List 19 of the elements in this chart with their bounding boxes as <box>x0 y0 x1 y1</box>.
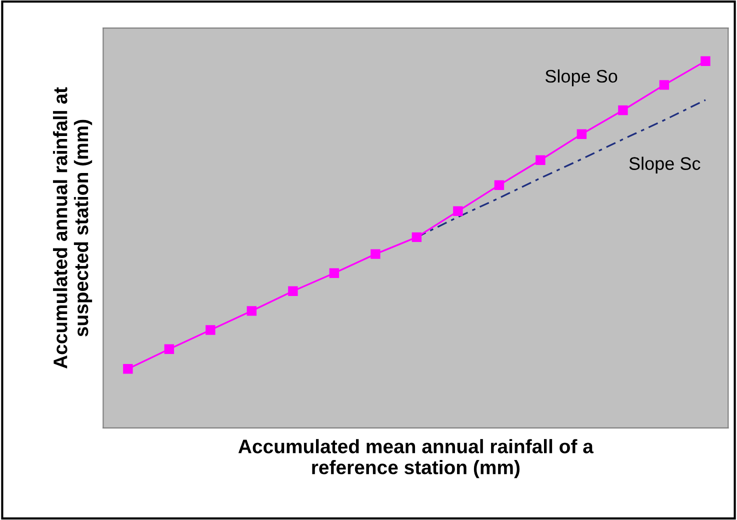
point <box>370 249 380 259</box>
point <box>329 268 340 278</box>
series-label: Slope Sc <box>629 156 700 174</box>
point <box>164 344 174 354</box>
point <box>453 206 463 216</box>
point <box>288 286 298 296</box>
point <box>494 180 504 190</box>
x-axis-title: Accumulated mean annual rainfall of a reference station (mm) <box>238 439 594 478</box>
point <box>206 325 216 335</box>
point <box>412 232 422 242</box>
point <box>123 364 133 374</box>
point <box>700 56 710 66</box>
point <box>659 80 670 90</box>
point <box>246 306 257 316</box>
series-label: Slope So <box>545 69 618 86</box>
point <box>536 155 546 166</box>
y-axis-title: Accumulated annual rainfall at suspected station (mm) <box>53 87 92 369</box>
point <box>576 129 587 139</box>
point <box>618 105 628 116</box>
